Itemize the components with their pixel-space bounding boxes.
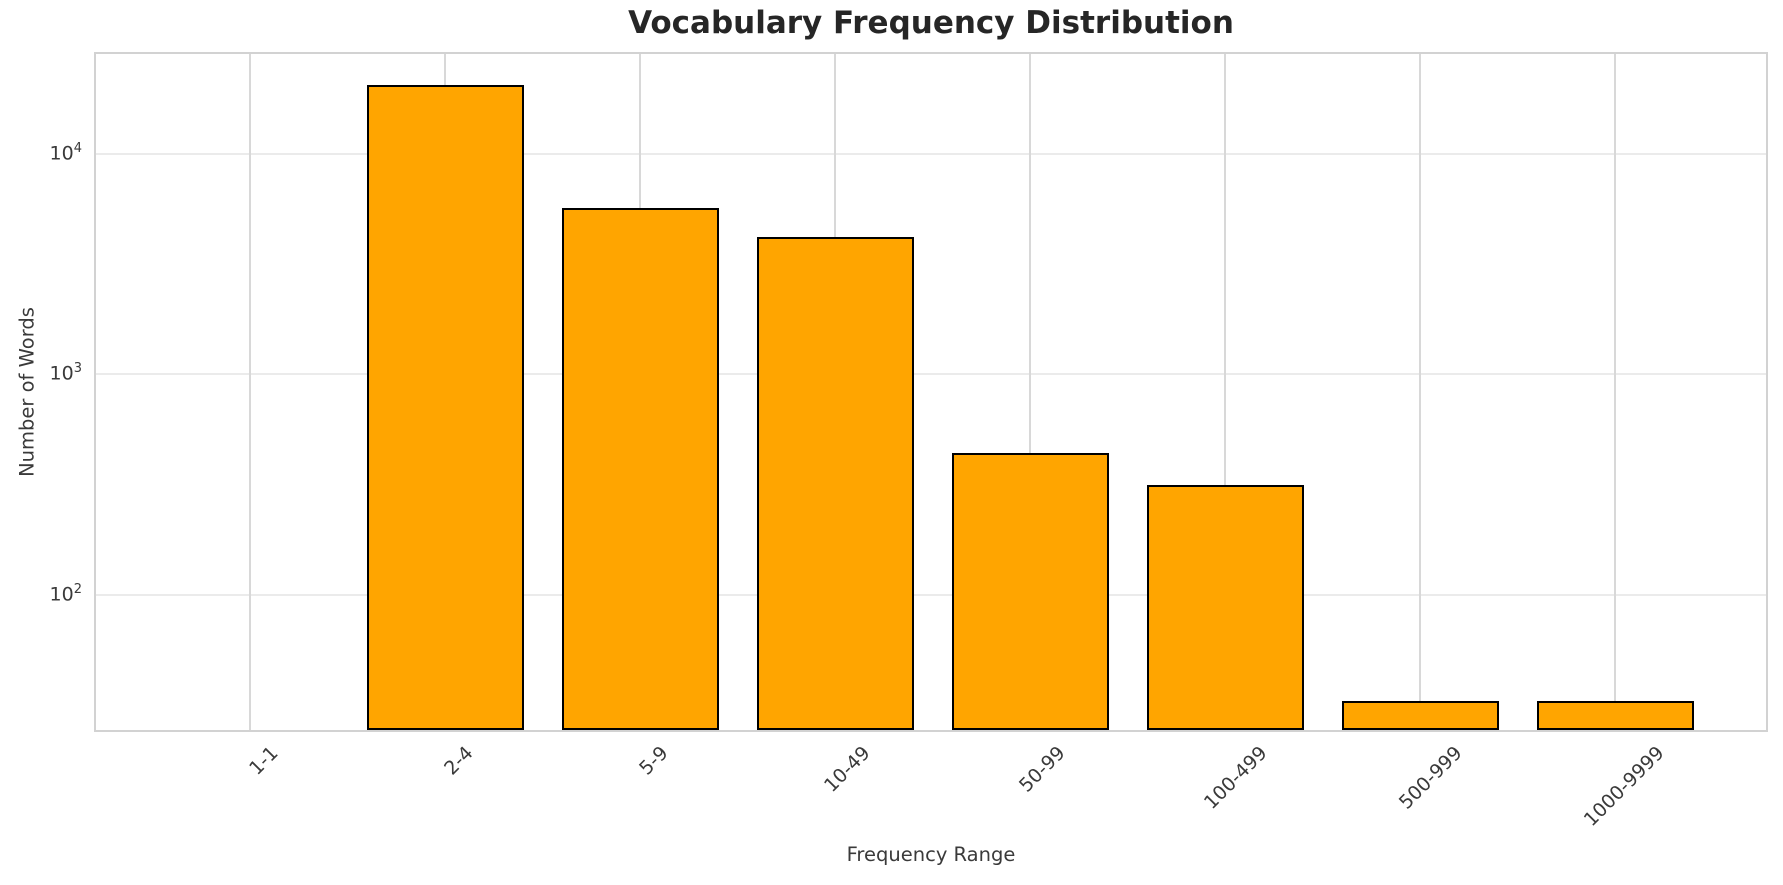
bar-10-49 <box>756 237 914 730</box>
x-tick-label: 1-1 <box>244 742 283 780</box>
y-tick-label: 103 <box>49 361 82 385</box>
x-axis-label: Frequency Range <box>846 843 1016 866</box>
x-tick-label: 5-9 <box>634 742 673 780</box>
x-tick-label: 1000-9999 <box>1579 742 1669 831</box>
bar-2-4 <box>366 85 524 730</box>
y-tick-label: 104 <box>49 140 82 165</box>
x-tick-label: 2-4 <box>439 742 478 780</box>
y-gridline <box>96 373 1766 376</box>
x-tick-label: 100-499 <box>1199 742 1272 814</box>
x-gridline <box>249 54 251 730</box>
bar-500-999 <box>1341 701 1499 730</box>
x-gridline <box>1029 54 1031 730</box>
y-axis-label: Number of Words <box>15 307 39 477</box>
y-gridline <box>96 593 1766 596</box>
x-gridline <box>1614 54 1616 730</box>
bar-50-99 <box>951 453 1109 730</box>
x-tick-label: 500-999 <box>1394 742 1467 814</box>
plot-area <box>94 52 1768 732</box>
x-gridline <box>1224 54 1226 730</box>
y-tick-label: 102 <box>49 581 82 606</box>
bar-5-9 <box>561 207 719 730</box>
bar-1000-9999 <box>1536 701 1694 730</box>
x-tick-label: 50-99 <box>1014 742 1070 797</box>
y-gridline <box>96 152 1766 155</box>
chart-title: Vocabulary Frequency Distribution <box>628 5 1234 41</box>
x-tick-label: 10-49 <box>819 742 875 797</box>
bar-100-499 <box>1146 485 1304 730</box>
x-gridline <box>1419 54 1421 730</box>
